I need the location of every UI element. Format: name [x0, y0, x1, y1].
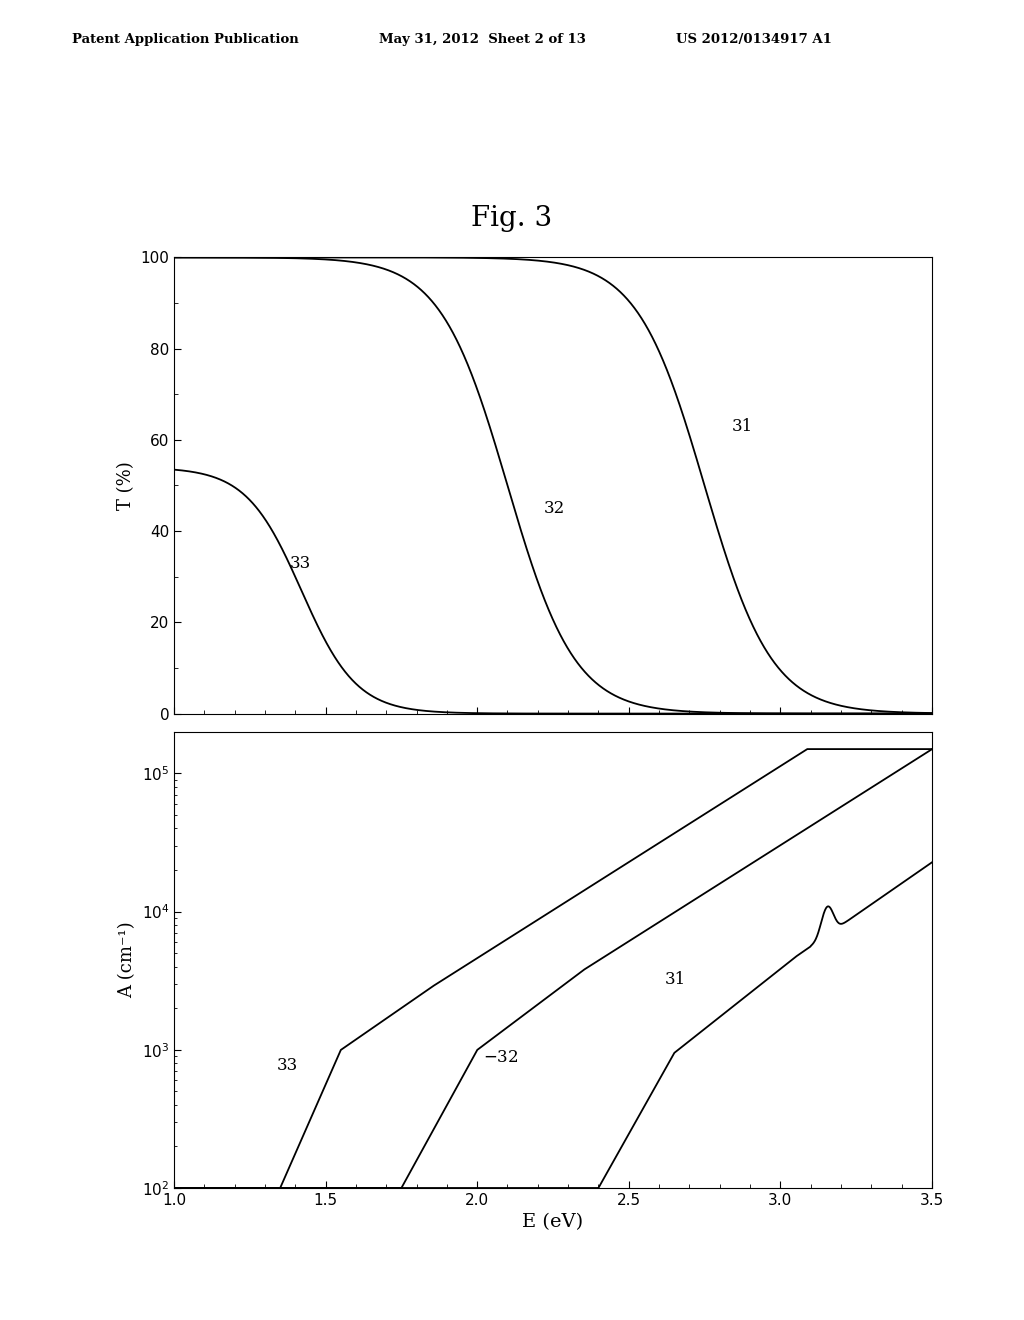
Y-axis label: A (cm⁻¹): A (cm⁻¹): [118, 921, 136, 998]
Text: $-$32: $-$32: [483, 1048, 519, 1065]
Y-axis label: T (%): T (%): [117, 461, 135, 510]
Text: May 31, 2012  Sheet 2 of 13: May 31, 2012 Sheet 2 of 13: [379, 33, 586, 46]
Text: Patent Application Publication: Patent Application Publication: [72, 33, 298, 46]
X-axis label: E (eV): E (eV): [522, 1213, 584, 1232]
Text: 31: 31: [666, 972, 686, 987]
Text: US 2012/0134917 A1: US 2012/0134917 A1: [676, 33, 831, 46]
Text: 33: 33: [278, 1056, 298, 1073]
Text: 33: 33: [289, 554, 310, 572]
Text: Fig. 3: Fig. 3: [471, 205, 553, 231]
Text: 32: 32: [544, 500, 565, 517]
Text: 31: 31: [732, 417, 753, 434]
